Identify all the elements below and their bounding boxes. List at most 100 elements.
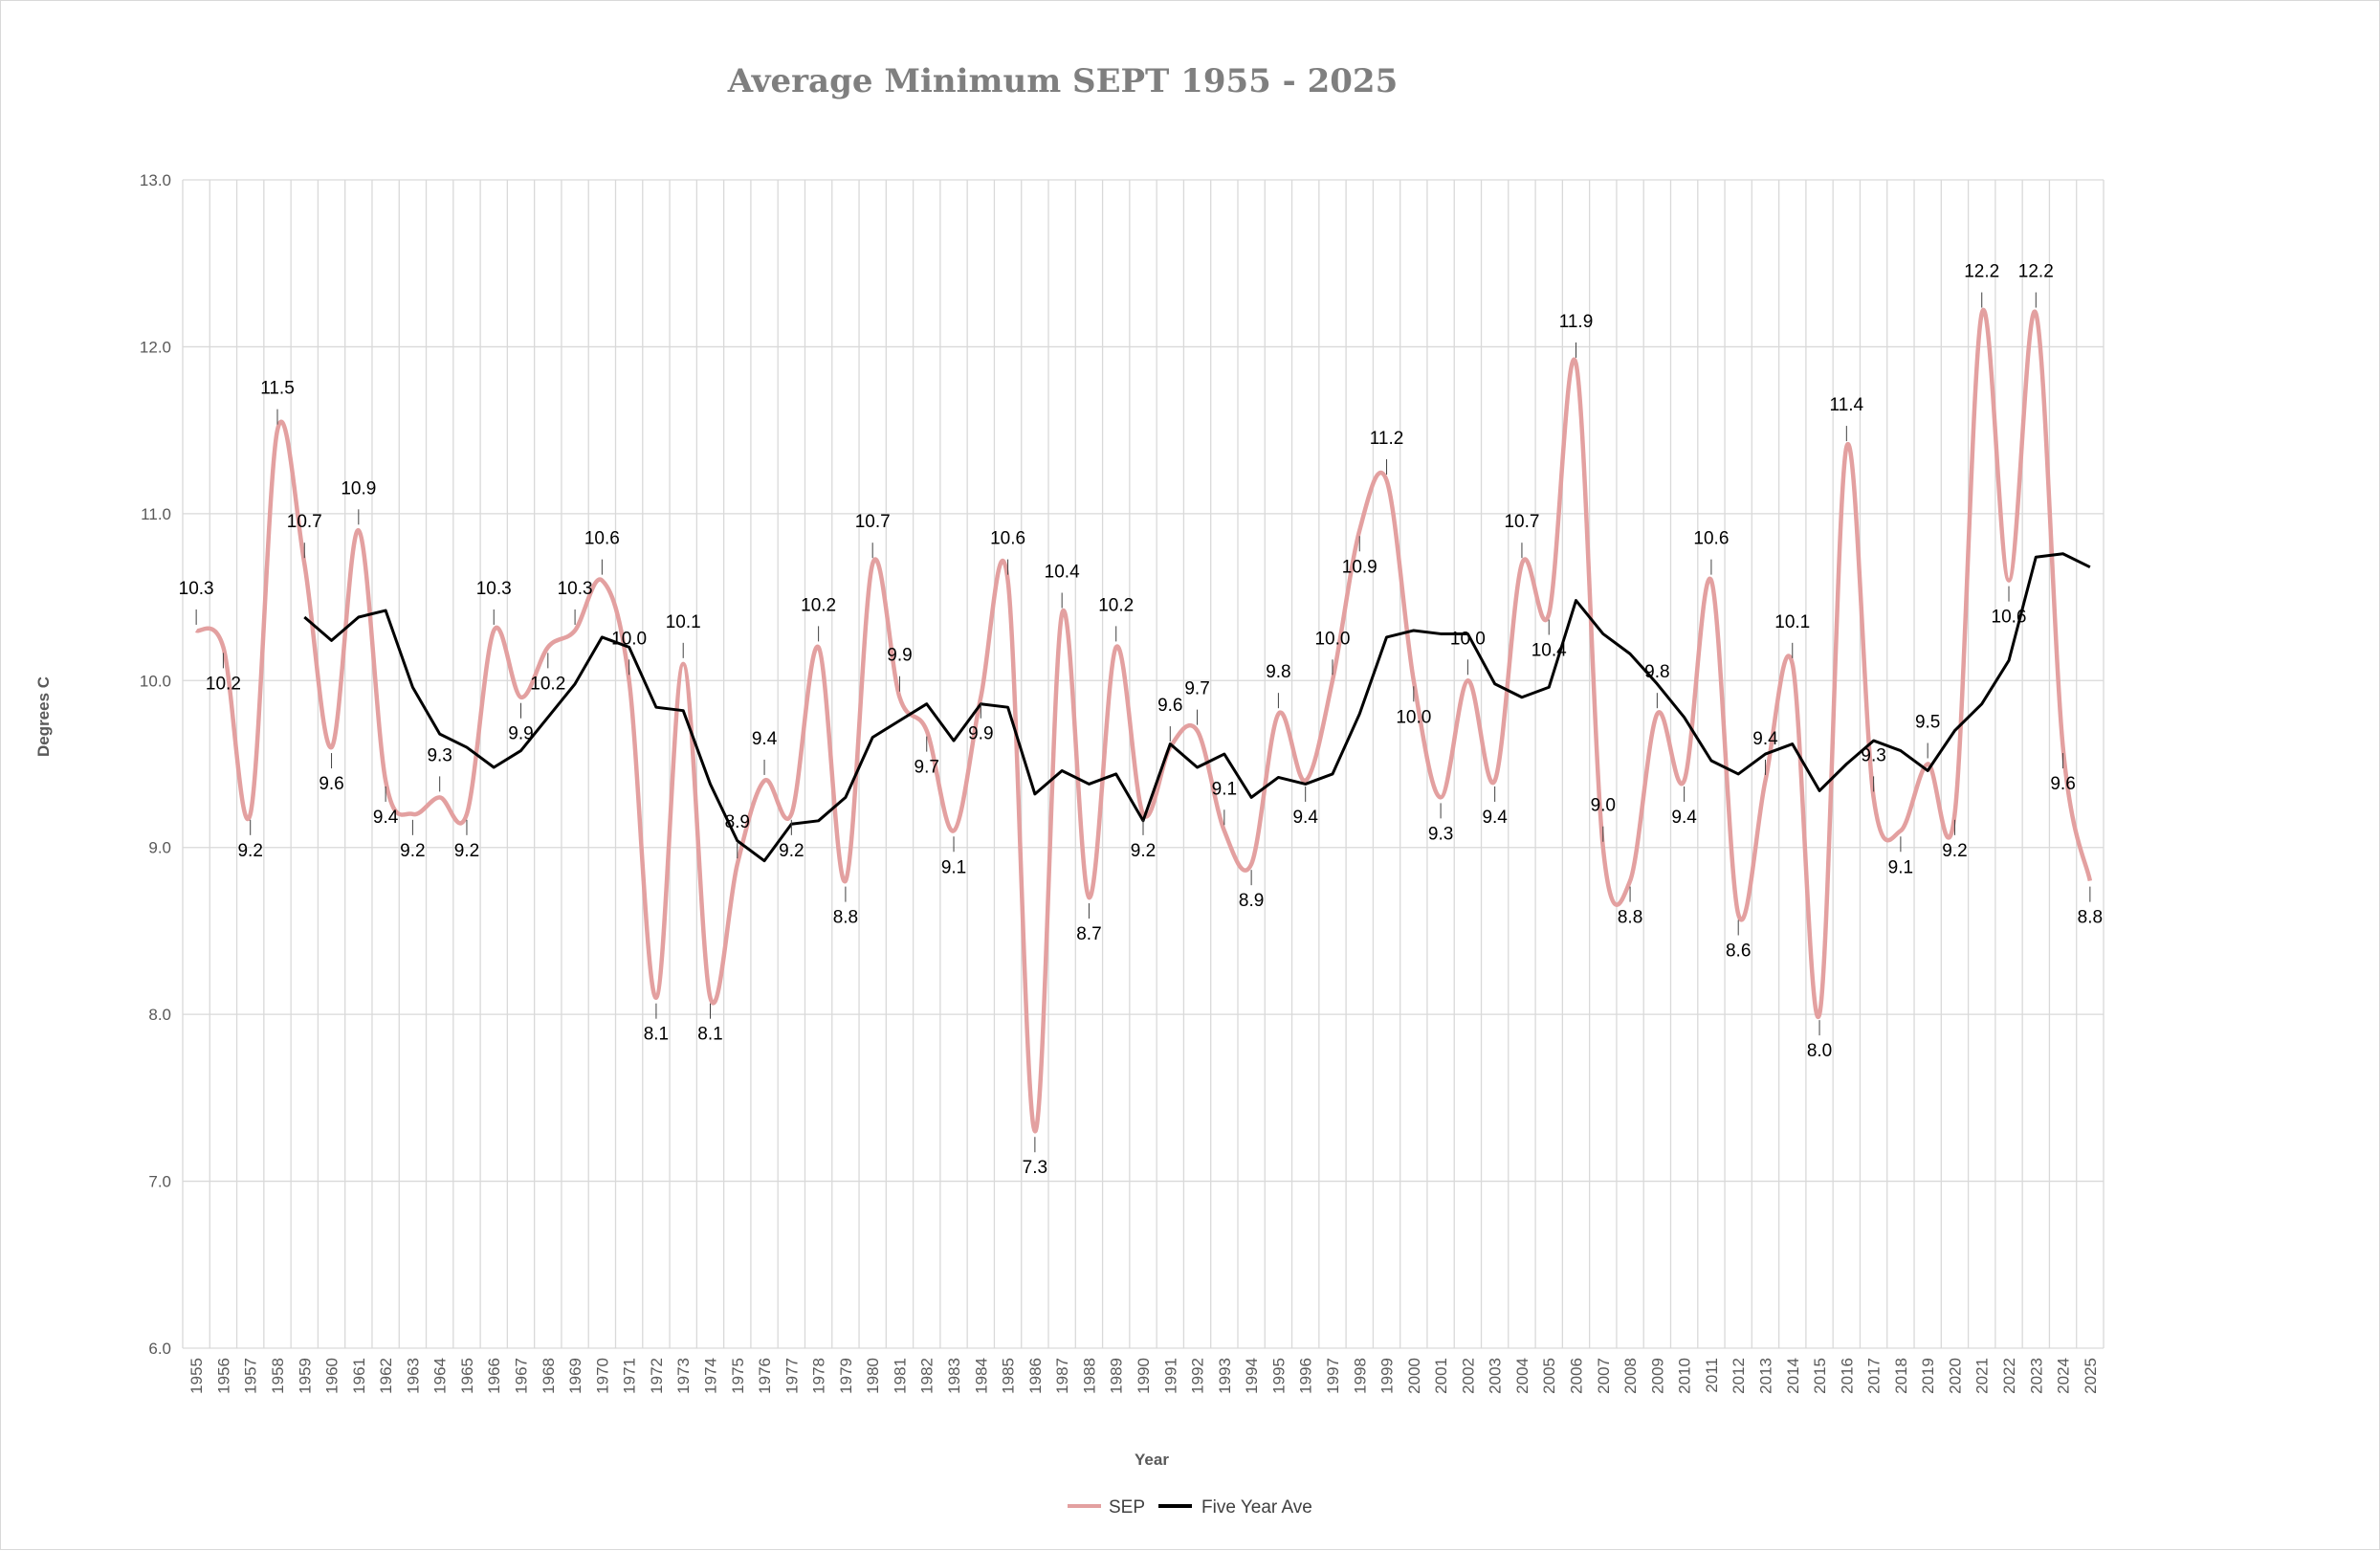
legend-sep-label: SEP [1109, 1497, 1145, 1518]
sep-data-label: 10.0 [1450, 629, 1486, 649]
y-tick-label: 7.0 [148, 1173, 171, 1191]
sep-data-label: 10.3 [179, 579, 214, 599]
sep-data-label: 10.6 [584, 529, 620, 549]
x-tick-label: 1967 [513, 1358, 531, 1394]
x-tick-label: 2024 [2055, 1358, 2073, 1394]
sep-data-label: 9.2 [454, 841, 479, 861]
sep-data-label: 10.9 [341, 478, 376, 499]
x-tick-label: 1984 [972, 1358, 990, 1394]
sep-data-label: 9.6 [2050, 774, 2075, 794]
x-tick-label: 1971 [621, 1358, 639, 1394]
sep-data-label: 10.6 [1693, 529, 1729, 549]
x-tick-label: 1995 [1269, 1358, 1288, 1394]
axes: 6.0 7.0 8.0 9.0 10.0 11.0 12.0 13.0 1955 1956 1957… [140, 171, 2100, 1394]
chart-title: Average Minimum SEPT 1955 - 2025 [727, 62, 1399, 100]
sep-data-label: 9.0 [1591, 796, 1616, 816]
sep-data-label: 9.5 [1915, 713, 1940, 733]
sep-data-label: 9.1 [941, 857, 966, 877]
x-tick-label: 2005 [1540, 1358, 1558, 1394]
sep-data-label: 9.4 [1482, 808, 1508, 828]
sep-data-label: 9.2 [779, 841, 804, 861]
sep-data-label: 10.2 [530, 674, 565, 694]
y-axis-title: Degrees C [34, 676, 53, 757]
sep-data-label: 10.3 [476, 579, 512, 599]
sep-data-label: 8.1 [697, 1025, 722, 1045]
sep-data-label: 8.8 [2078, 908, 2103, 928]
x-tick-label: 2019 [1919, 1358, 1937, 1394]
x-tick-label: 1987 [1053, 1358, 1071, 1394]
x-tick-label: 1993 [1216, 1358, 1234, 1394]
legend: SEP Five Year Ave [1068, 1497, 1312, 1518]
gridlines [182, 179, 2105, 1349]
x-tick-label: 1997 [1324, 1358, 1342, 1394]
sep-data-label: 9.3 [1428, 824, 1453, 844]
sep-data-label: 11.4 [1830, 395, 1864, 415]
y-tick-label: 9.0 [148, 839, 171, 857]
x-tick-label: 1976 [756, 1358, 774, 1394]
sep-data-label: 10.7 [855, 512, 891, 532]
data-labels: 10.310.29.211.510.79.610.99.49.29.39.210… [179, 262, 2103, 1179]
x-tick-label: 2025 [2082, 1358, 2100, 1394]
sep-data-label: 9.4 [373, 808, 399, 828]
x-tick-label: 1969 [566, 1358, 584, 1394]
x-tick-label: 1955 [187, 1358, 206, 1394]
x-tick-label: 2022 [2000, 1358, 2018, 1394]
y-tick-label: 11.0 [141, 505, 171, 523]
sep-data-label: 10.1 [1774, 612, 1810, 632]
x-tick-label: 1974 [701, 1358, 719, 1394]
x-tick-label: 1979 [837, 1358, 855, 1394]
five-year-ave-series-line [303, 552, 2091, 863]
sep-data-label: 10.7 [1504, 512, 1539, 532]
sep-data-label: 9.9 [887, 646, 912, 666]
sep-data-label: 10.7 [287, 512, 322, 532]
x-tick-label: 1992 [1189, 1358, 1207, 1394]
y-tick-label: 10.0 [140, 672, 171, 690]
sep-data-label: 8.6 [1726, 941, 1751, 961]
sep-data-label: 10.0 [1396, 707, 1431, 727]
x-tick-label: 1996 [1297, 1358, 1315, 1394]
x-tick-label: 1958 [269, 1358, 287, 1394]
sep-data-label: 10.1 [666, 612, 701, 632]
sep-data-label: 8.8 [833, 908, 858, 928]
sep-data-label: 9.6 [1157, 696, 1182, 716]
x-tick-label: 2004 [1513, 1358, 1532, 1394]
sep-data-label: 9.4 [1752, 729, 1778, 749]
x-tick-label: 1961 [350, 1358, 368, 1394]
sep-data-label: 10.6 [1992, 608, 2027, 628]
x-tick-label: 2023 [2027, 1358, 2045, 1394]
x-tick-label: 1964 [431, 1358, 450, 1394]
x-tick-label: 2009 [1648, 1358, 1666, 1394]
x-tick-label: 1982 [918, 1358, 937, 1394]
sep-data-label: 9.2 [237, 841, 262, 861]
y-tick-label: 6.0 [148, 1340, 171, 1358]
x-tick-label: 2015 [1811, 1358, 1829, 1394]
x-tick-label: 1998 [1351, 1358, 1369, 1394]
x-tick-label: 2016 [1838, 1358, 1856, 1394]
x-tick-label: 2000 [1405, 1358, 1423, 1394]
x-tick-label: 1973 [674, 1358, 693, 1394]
x-tick-label: 1994 [1243, 1358, 1261, 1394]
sep-data-label: 9.1 [1888, 857, 1913, 877]
x-tick-label: 1989 [1108, 1358, 1126, 1394]
x-tick-label: 2020 [1946, 1358, 1964, 1394]
y-tick-label: 8.0 [148, 1006, 171, 1024]
sep-data-label: 11.5 [260, 379, 295, 399]
sep-data-label: 8.9 [725, 812, 750, 832]
x-tick-label: 2011 [1703, 1358, 1721, 1393]
x-tick-label: 1988 [1080, 1358, 1098, 1394]
sep-data-label: 8.0 [1807, 1041, 1832, 1061]
x-tick-label: 2003 [1487, 1358, 1505, 1394]
x-tick-label: 2008 [1621, 1358, 1640, 1394]
x-tick-label: 1977 [782, 1358, 801, 1394]
x-tick-label: 2001 [1432, 1358, 1450, 1394]
sep-data-label: 9.7 [1184, 679, 1209, 699]
x-tick-label: 2006 [1568, 1358, 1586, 1394]
x-tick-label: 1963 [404, 1358, 422, 1394]
sep-data-label: 9.2 [400, 841, 425, 861]
x-tick-label: 1960 [323, 1358, 342, 1394]
series-lines [194, 307, 2093, 1134]
sep-data-label: 9.9 [968, 724, 993, 744]
x-tick-label: 1968 [540, 1358, 558, 1394]
